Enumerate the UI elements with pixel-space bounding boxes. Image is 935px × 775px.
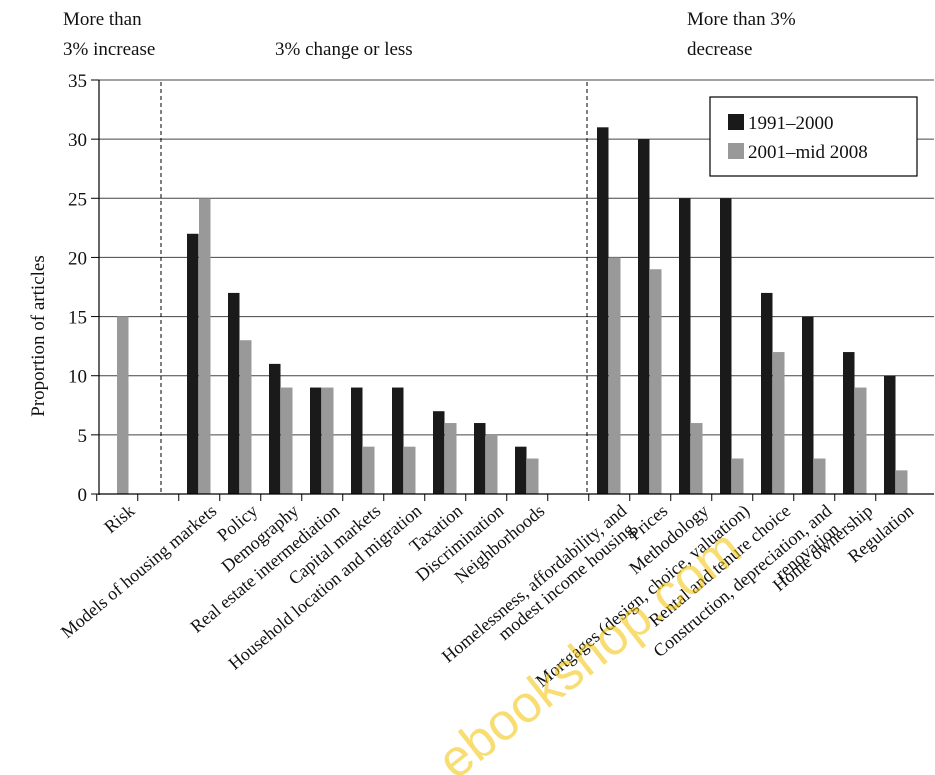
bar — [527, 458, 539, 494]
y-tick-labels: 0 5 10 15 20 25 30 35 — [68, 71, 99, 506]
bar — [322, 387, 334, 494]
bar — [199, 198, 211, 495]
bar — [240, 340, 252, 494]
bar — [802, 316, 814, 494]
legend-label: 2001–mid 2008 — [748, 142, 868, 163]
bar — [855, 387, 867, 494]
bar — [609, 257, 621, 494]
y-tick-label: 10 — [68, 367, 87, 388]
bar — [720, 198, 732, 495]
bar — [445, 423, 457, 494]
group-label: decrease — [687, 39, 752, 60]
bar — [896, 470, 908, 494]
bar — [814, 458, 826, 494]
legend-swatch — [728, 114, 744, 130]
bars — [117, 127, 908, 495]
y-tick-label: 5 — [78, 426, 88, 447]
group-separators — [160, 82, 588, 494]
y-tick-label: 20 — [68, 248, 87, 269]
group-label: More than — [63, 9, 142, 30]
bar — [392, 387, 404, 494]
y-tick-label: 15 — [68, 308, 87, 329]
y-tick-label: 0 — [78, 485, 88, 506]
bar — [474, 423, 486, 494]
bar — [679, 198, 691, 495]
bar — [187, 233, 199, 494]
bar — [638, 139, 650, 494]
group-label: More than 3% — [687, 9, 796, 30]
legend-swatch — [728, 143, 744, 159]
bar — [351, 387, 363, 494]
bar — [310, 387, 322, 494]
bar — [269, 363, 281, 494]
group-label: 3% increase — [63, 39, 155, 60]
bar — [884, 375, 896, 494]
bar — [650, 269, 662, 494]
group-labels: More than 3% increase 3% change or less Mor… — [63, 9, 796, 60]
y-axis-title: Proportion of articles — [28, 255, 49, 416]
y-tick-label: 35 — [68, 71, 87, 92]
legend: 1991–2000 2001–mid 2008 — [709, 96, 918, 177]
bar — [281, 387, 293, 494]
bar — [228, 292, 240, 494]
bar — [597, 127, 609, 495]
bar — [843, 352, 855, 494]
legend-label: 1991–2000 — [748, 113, 834, 134]
axes — [98, 80, 934, 495]
x-category-label-line: Risk — [100, 500, 138, 537]
bar — [404, 446, 416, 494]
bar — [363, 446, 375, 494]
bar — [773, 352, 785, 494]
bar — [486, 434, 498, 494]
y-tick-label: 25 — [68, 189, 87, 210]
group-label: 3% change or less — [275, 39, 413, 60]
bar — [117, 316, 129, 494]
bar — [732, 458, 744, 494]
legend-box — [709, 96, 918, 177]
bar — [433, 411, 445, 494]
bar — [761, 292, 773, 494]
bar — [691, 423, 703, 494]
x-category-label: Risk — [100, 500, 138, 537]
bar — [515, 446, 527, 494]
y-tick-label: 30 — [68, 130, 87, 151]
